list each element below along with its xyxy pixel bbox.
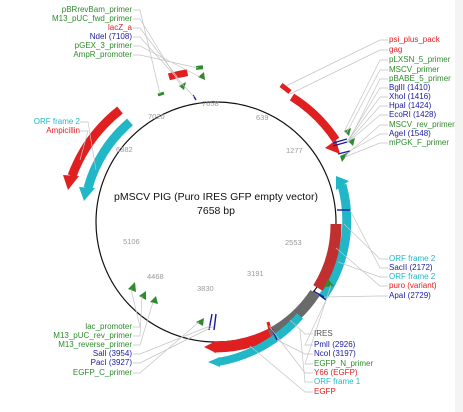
label-egfp-c-primer[interactable]: EGFP_C_primer [73, 368, 132, 377]
pbrrevbam-primer-arc[interactable] [157, 91, 165, 97]
label-ampr-promoter[interactable]: AmpR_promoter [73, 50, 132, 59]
tick-2553: 2553 [285, 238, 302, 247]
label-orf-frame-2-right-b[interactable]: ORF frame 2 [389, 272, 436, 281]
label-psi-plus-pack[interactable]: psi_plus_pack [389, 35, 441, 44]
pgex-3-primer-arrow[interactable] [198, 72, 205, 80]
label-plxsn-5-primer[interactable]: pLXSN_5_primer [389, 55, 451, 64]
label-m13-puc-rev-primer[interactable]: M13_pUC_rev_primer [53, 331, 132, 340]
orf-frame-2-right-arrow [336, 176, 349, 190]
leader-lines [79, 9, 388, 393]
m13-puc-fwd-primer-arrow[interactable] [179, 82, 186, 90]
egfp-arc[interactable] [213, 329, 273, 353]
label-pgex-3-primer[interactable]: pGEX_3_primer [75, 41, 133, 50]
label-m13-puc-fwd-primer[interactable]: M13_pUC_fwd_primer [52, 14, 132, 23]
ampr-promoter-arc[interactable] [195, 65, 204, 70]
pmli-site-mark[interactable] [316, 292, 327, 301]
label-lacz-a[interactable]: lacZ_a [108, 23, 133, 32]
lacz-a-arc[interactable] [167, 69, 189, 81]
orf-frame-2-left-arrow [79, 187, 95, 201]
mcs-site-marks[interactable] [332, 138, 348, 144]
puro-arc[interactable] [313, 223, 342, 291]
gag-arc[interactable] [279, 82, 292, 94]
egfp-c-primer-arrow[interactable] [196, 318, 204, 326]
label-agei[interactable]: AgeI (1548) [389, 129, 431, 138]
right-edge-strip [455, 0, 463, 412]
mscv-primer-arrow[interactable] [344, 128, 351, 136]
tick-5106: 5106 [123, 237, 140, 246]
pbabe-5-primer-arrow[interactable] [348, 138, 355, 146]
tick-7020: 7020 [148, 112, 165, 121]
tick-3191: 3191 [247, 269, 264, 278]
label-apai[interactable]: ApaI (2729) [389, 291, 431, 300]
tick-7658: 7658 [202, 99, 219, 108]
tick-6382: 6382 [116, 145, 133, 154]
label-hpai[interactable]: HpaI (1424) [389, 101, 432, 110]
label-mpgk-f-primer[interactable]: mPGK_F_primer [389, 138, 449, 147]
label-m13-reverse-primer[interactable]: M13_reverse_primer [58, 340, 132, 349]
label-sacii[interactable]: SacII (2172) [389, 263, 433, 272]
label-gag[interactable]: gag [389, 45, 402, 54]
tick-639: 639 [256, 113, 269, 122]
tick-4468: 4468 [147, 272, 164, 281]
orf-frame-2-left-arc[interactable] [83, 118, 133, 190]
label-y66[interactable]: Y66 (EGFP) [314, 368, 358, 377]
label-pmli[interactable]: PmlI (2926) [314, 340, 356, 349]
tick-3830: 3830 [197, 284, 214, 293]
mcs-site-marks-b [332, 141, 348, 147]
label-ampicillin[interactable]: Ampicillin [46, 126, 80, 135]
plasmid-name: pMSCV PIG (Puro IRES GFP empty vector) [114, 191, 318, 203]
label-mscv-rev-primer[interactable]: MSCV_rev_primer [389, 120, 455, 129]
ndei-site-mark[interactable] [192, 94, 197, 101]
label-orf-frame-2-right[interactable]: ORF frame 2 [389, 254, 436, 263]
label-pbrrevbam-primer[interactable]: pBRrevBam_primer [62, 5, 133, 14]
tick-1277: 1277 [286, 146, 303, 155]
label-pbabe-5-primer[interactable]: pBABE_5_primer [389, 74, 451, 83]
label-paci[interactable]: PacI (3927) [91, 358, 133, 367]
label-ires[interactable]: IRES [314, 329, 333, 338]
lac-promoter-arrow[interactable] [128, 282, 136, 292]
label-xhoi[interactable]: XhoI (1416) [389, 92, 431, 101]
label-lac-promoter[interactable]: lac_promoter [85, 322, 132, 331]
psi-plus-pack-arc[interactable] [289, 93, 340, 143]
m13-reverse-primer-arrow[interactable] [150, 296, 158, 304]
label-orf-frame-1[interactable]: ORF frame 1 [314, 377, 361, 386]
egfp-arrow [204, 341, 216, 353]
label-ecori[interactable]: EcoRI (1428) [389, 110, 436, 119]
paci-site-mark[interactable] [213, 313, 217, 331]
gag-arrow [325, 140, 340, 154]
label-sali[interactable]: SalI (3954) [93, 349, 132, 358]
label-orf-frame-2-left[interactable]: ORF frame 2 [34, 117, 81, 126]
sali-site-mark[interactable] [208, 313, 213, 331]
label-mscv-primer[interactable]: MSCV_primer [389, 65, 440, 74]
ampicillin-arc[interactable] [67, 106, 123, 178]
egfp-n-primer-arrow[interactable] [324, 279, 334, 287]
agei-site-mark[interactable] [337, 150, 351, 155]
ampicillin-arrow [63, 175, 79, 190]
label-bglii[interactable]: BglII (1410) [389, 83, 431, 92]
label-egfp-n-primer[interactable]: EGFP_N_primer [314, 359, 373, 368]
plasmid-length: 7658 bp [197, 205, 235, 217]
label-egfp[interactable]: EGFP [314, 387, 336, 396]
m13-puc-rev-primer-arrow[interactable] [139, 291, 146, 300]
orf-frame-1-arrow [208, 357, 220, 367]
label-puro[interactable]: puro (variant) [389, 281, 437, 290]
label-ncoi[interactable]: NcoI (3197) [314, 349, 356, 358]
label-ndei[interactable]: NdeI (7108) [90, 32, 133, 41]
